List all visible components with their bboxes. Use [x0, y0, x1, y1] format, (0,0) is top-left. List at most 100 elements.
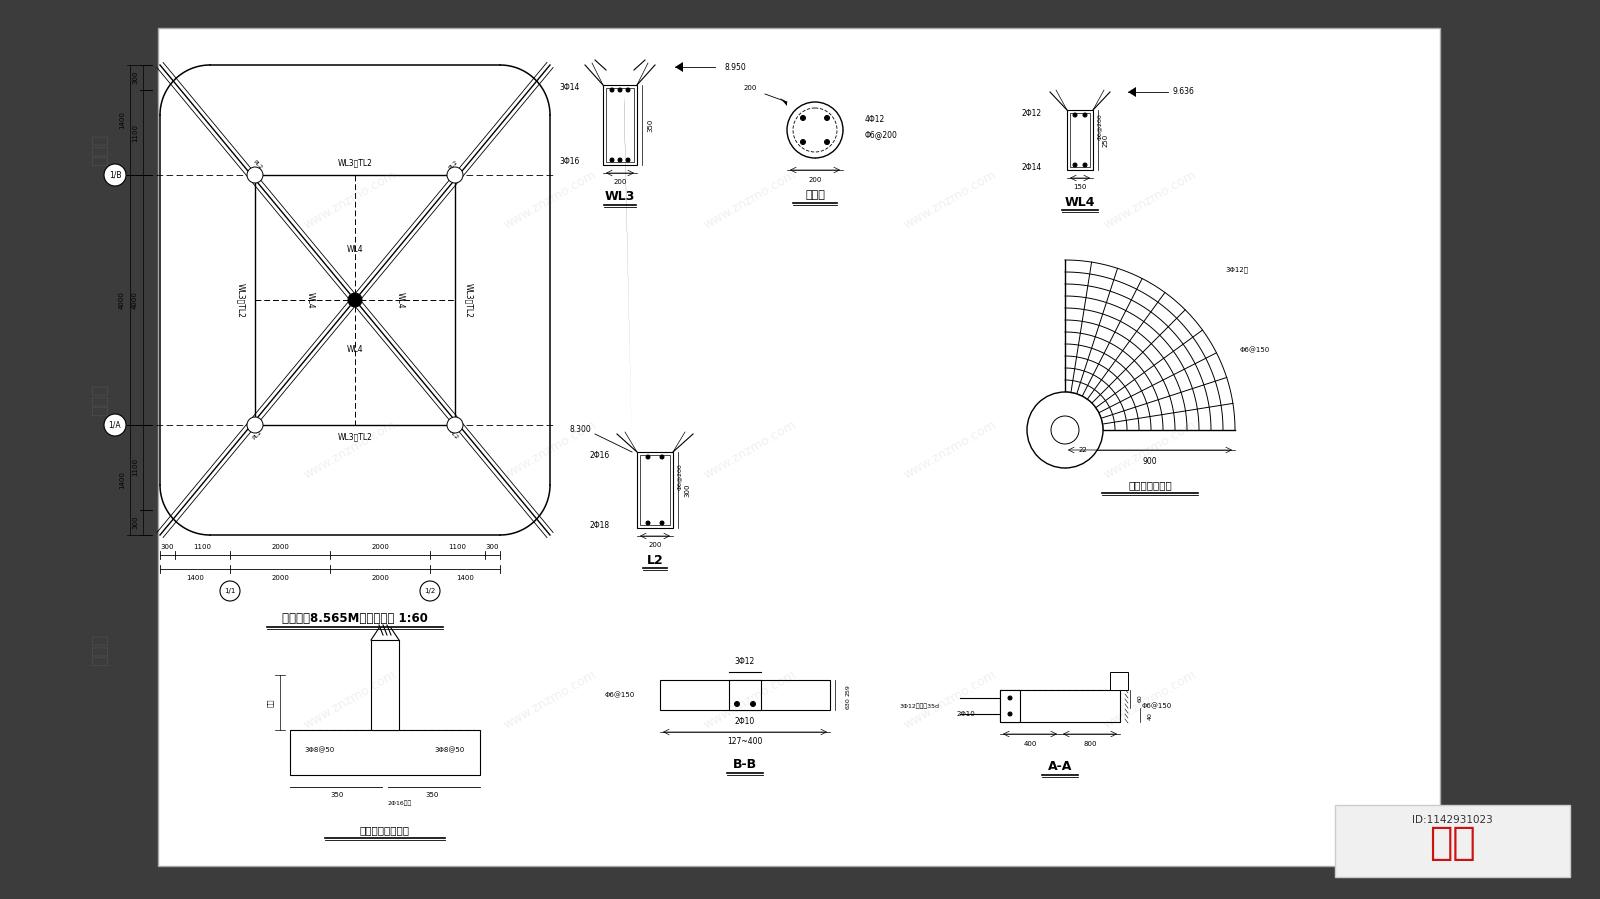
Text: 2Φ18: 2Φ18	[590, 521, 610, 530]
Bar	[290, 730, 480, 775]
Polygon shape	[1128, 87, 1136, 97]
Text: 300: 300	[486, 544, 499, 550]
Circle shape	[787, 102, 843, 158]
Text: 知末网: 知末网	[91, 634, 109, 666]
Text: Φ6@200: Φ6@200	[677, 463, 682, 490]
Text: 8.950: 8.950	[725, 63, 746, 72]
Circle shape	[750, 701, 755, 707]
Text: www.znzmo.com: www.znzmo.com	[501, 668, 598, 732]
Text: 300: 300	[131, 71, 138, 85]
Circle shape	[618, 88, 622, 92]
Circle shape	[734, 701, 739, 707]
Circle shape	[246, 167, 262, 183]
Circle shape	[618, 158, 622, 162]
Circle shape	[1051, 416, 1078, 444]
Text: ID:1142931023: ID:1142931023	[1411, 815, 1493, 825]
Text: 350: 350	[426, 792, 438, 798]
Text: 200: 200	[648, 542, 662, 548]
Text: www.znzmo.com: www.znzmo.com	[901, 168, 998, 232]
Text: www.znzmo.com: www.znzmo.com	[701, 168, 798, 232]
Text: PL2: PL2	[251, 430, 262, 441]
Text: 200: 200	[613, 179, 627, 185]
Text: 300: 300	[685, 484, 690, 497]
Text: 9.636: 9.636	[1173, 87, 1194, 96]
Text: 知末网: 知末网	[91, 134, 109, 166]
Text: 2Φ10: 2Φ10	[957, 711, 974, 717]
Text: 4000: 4000	[118, 291, 125, 309]
Circle shape	[824, 115, 829, 120]
Text: 200: 200	[744, 85, 757, 91]
Bar	[730, 680, 762, 710]
Text: www.znzmo.com: www.znzmo.com	[1101, 668, 1198, 732]
Text: 60: 60	[1138, 694, 1142, 702]
Text: 4000: 4000	[131, 291, 138, 309]
Text: 259: 259	[845, 684, 851, 696]
Text: 1100: 1100	[131, 458, 138, 476]
Text: 3Φ12: 3Φ12	[734, 657, 755, 666]
Text: 2Φ12: 2Φ12	[1022, 109, 1042, 118]
Bar	[1110, 672, 1128, 690]
Text: 8.300: 8.300	[570, 425, 590, 434]
Text: L2: L2	[646, 554, 664, 566]
Circle shape	[800, 139, 805, 145]
Circle shape	[246, 417, 262, 433]
Polygon shape	[675, 62, 683, 72]
Text: www.znzmo.com: www.znzmo.com	[1101, 168, 1198, 232]
Text: 2000: 2000	[371, 575, 389, 581]
Text: Φ6@200: Φ6@200	[1096, 113, 1101, 140]
Text: Φ6@150: Φ6@150	[605, 691, 635, 699]
Text: www.znzmo.com: www.znzmo.com	[901, 418, 998, 482]
Text: 4Φ12: 4Φ12	[866, 115, 885, 124]
Text: 300: 300	[160, 544, 174, 550]
Text: Φ6@200: Φ6@200	[866, 130, 898, 139]
Text: www.znzmo.com: www.znzmo.com	[901, 668, 998, 732]
Circle shape	[626, 158, 630, 162]
Text: 雷公柱: 雷公柱	[805, 190, 826, 200]
Text: 知末网: 知末网	[91, 384, 109, 416]
Bar	[637, 452, 674, 528]
Text: 1/B: 1/B	[109, 171, 122, 180]
Text: 350: 350	[646, 119, 653, 131]
Circle shape	[1008, 696, 1013, 700]
Bar	[254, 175, 454, 425]
Circle shape	[824, 139, 829, 145]
Polygon shape	[624, 96, 632, 452]
Circle shape	[661, 521, 664, 525]
Circle shape	[610, 158, 614, 162]
Bar	[1067, 110, 1093, 170]
Circle shape	[1008, 712, 1013, 716]
Text: www.znzmo.com: www.znzmo.com	[701, 668, 798, 732]
Text: 梁上柱节点大样图: 梁上柱节点大样图	[360, 825, 410, 835]
Circle shape	[800, 115, 805, 120]
Bar	[1000, 690, 1021, 722]
Text: 400: 400	[1024, 741, 1037, 747]
Text: WL4: WL4	[347, 245, 363, 254]
Text: 250: 250	[1102, 133, 1109, 147]
Text: 1400: 1400	[186, 575, 203, 581]
Text: 2Φ16: 2Φ16	[590, 450, 610, 459]
Text: B-B: B-B	[733, 759, 757, 771]
Circle shape	[626, 88, 630, 92]
Bar	[371, 640, 398, 730]
Text: 150: 150	[1074, 184, 1086, 190]
Text: WL4: WL4	[1064, 195, 1096, 209]
Text: 350: 350	[331, 792, 344, 798]
Text: www.znzmo.com: www.znzmo.com	[301, 418, 398, 482]
Bar	[606, 88, 634, 162]
Text: 2Φ14: 2Φ14	[1022, 163, 1042, 172]
Text: WL3、TL2: WL3、TL2	[464, 282, 474, 317]
Text: www.znzmo.com: www.znzmo.com	[301, 668, 398, 732]
Text: www.znzmo.com: www.znzmo.com	[501, 168, 598, 232]
Text: WL4: WL4	[347, 345, 363, 354]
Text: 1100: 1100	[194, 544, 211, 550]
Text: WL3、TL2: WL3、TL2	[338, 432, 373, 441]
Bar	[1070, 113, 1090, 167]
Polygon shape	[781, 98, 787, 106]
Text: 3Φ12梯: 3Φ12梯	[1226, 267, 1248, 273]
Text: 3Φ12插入柱35d: 3Φ12插入柱35d	[899, 703, 941, 708]
Circle shape	[446, 417, 462, 433]
Text: 1400: 1400	[456, 575, 474, 581]
Text: 知未: 知未	[1429, 824, 1475, 862]
Text: WL3、TL2: WL3、TL2	[338, 158, 373, 167]
Circle shape	[104, 414, 126, 436]
